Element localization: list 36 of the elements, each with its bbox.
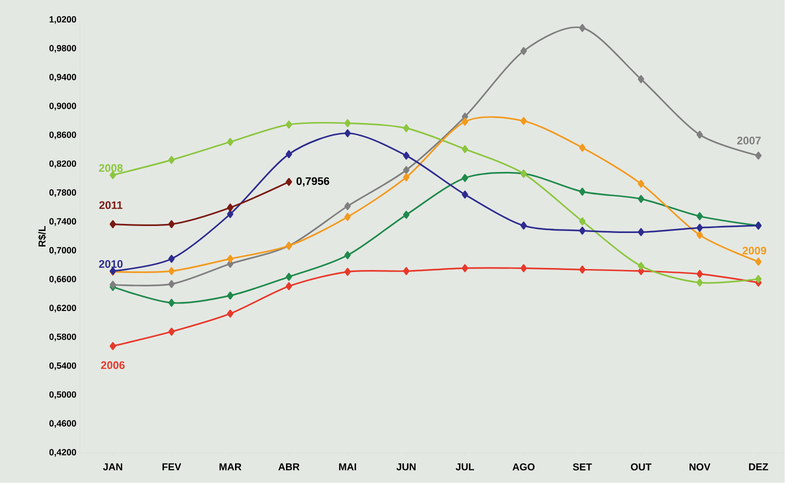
y-tick-label: 0,9000	[49, 102, 76, 110]
y-tick-label: 0,9800	[49, 45, 76, 53]
series-label: 2009	[742, 246, 766, 255]
x-tick-label: JUN	[396, 463, 416, 470]
annotation: 0,7956	[296, 177, 330, 187]
x-tick-label: OUT	[630, 463, 652, 470]
series-label: 2011	[99, 201, 122, 210]
y-tick-label: 0,6600	[49, 276, 76, 284]
series-label: 2006	[101, 361, 125, 370]
y-axis-title: R$/L	[38, 226, 46, 247]
x-tick-label: MAR	[220, 463, 242, 470]
x-tick-label: DEZ	[749, 463, 768, 470]
x-tick-label: AGO	[512, 463, 535, 470]
x-tick-label: SET	[572, 463, 592, 470]
y-tick-label: 0,7400	[49, 218, 76, 226]
x-tick-label: JUL	[456, 463, 474, 470]
series-label: 2007	[737, 136, 761, 144]
x-tick-label: MAI	[339, 463, 356, 470]
series-label: 2010	[99, 260, 123, 268]
y-tick-label: 0,9400	[49, 74, 76, 82]
x-tick-label: FEV	[162, 463, 182, 470]
y-tick-label: 0,5400	[49, 362, 76, 370]
x-tick-label: NOV	[690, 463, 710, 470]
y-tick-label: 0,4600	[49, 420, 76, 428]
x-tick-label: ABR	[278, 463, 300, 470]
y-tick-label: 1,0200	[50, 16, 76, 24]
y-tick-label: 0,6200	[49, 304, 76, 312]
y-tick-label: 0,8600	[49, 132, 76, 140]
y-tick-label: 0,8200	[49, 160, 76, 168]
y-tick-label: 0,7000	[49, 247, 76, 255]
y-tick-label: 0,7800	[49, 189, 76, 198]
y-tick-label: 0,5800	[49, 334, 76, 342]
x-tick-label: JAN	[103, 463, 122, 470]
series-label: 2008	[99, 164, 123, 172]
y-tick-label: 0,4200	[49, 449, 76, 457]
y-tick-label: 0,5000	[49, 391, 76, 400]
